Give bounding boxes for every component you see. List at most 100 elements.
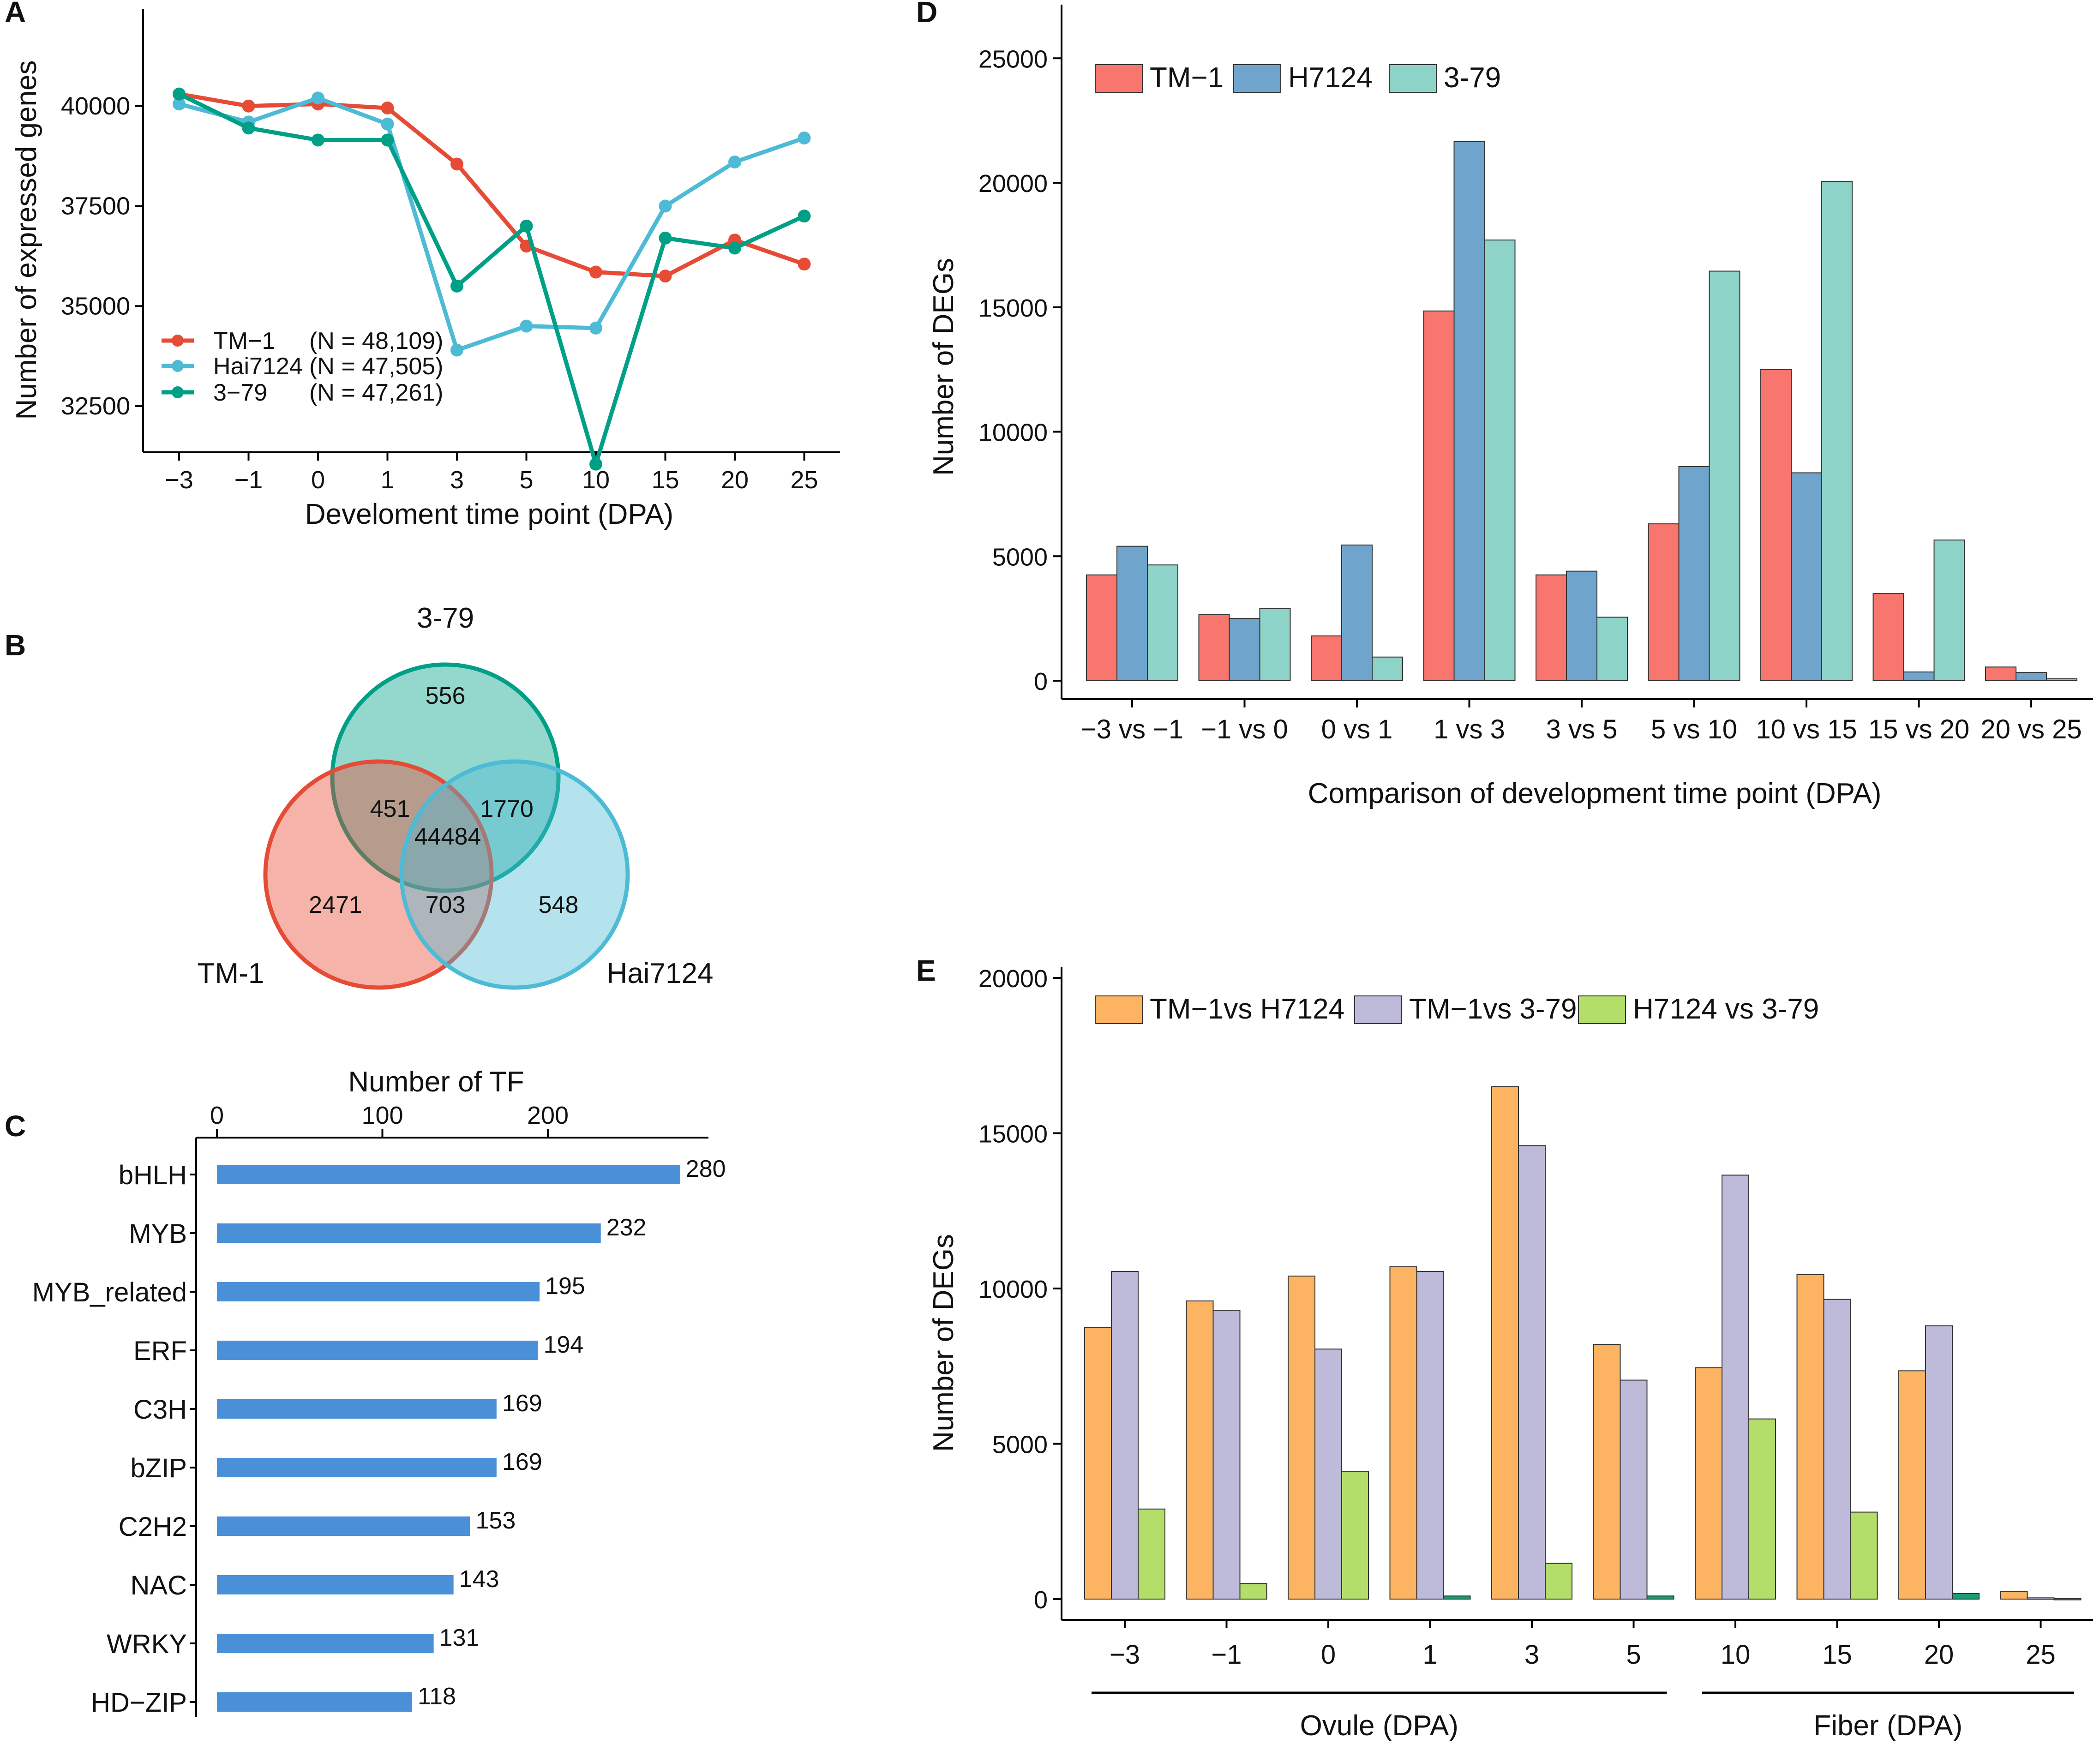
category-label-c: MYB_related	[32, 1277, 187, 1307]
bar-d-2	[1484, 240, 1516, 681]
category-label-c: NAC	[131, 1570, 187, 1600]
category-label-c: HD−ZIP	[91, 1688, 187, 1718]
xtick-label-a: 5	[519, 466, 533, 494]
ytick-label-d: 5000	[992, 543, 1048, 571]
panel-d-xlabel: Comparison of development time point (DP…	[1308, 778, 1882, 809]
bar-d-1	[1453, 141, 1485, 681]
bar-c-3	[217, 1341, 538, 1360]
xtick-label-d: 1 vs 3	[1434, 714, 1505, 744]
bar-d-2	[1596, 617, 1628, 681]
venn-label-379: 3-79	[417, 602, 474, 634]
xtick-label-e: 5	[1626, 1640, 1641, 1670]
ytick-label-e: 15000	[978, 1121, 1048, 1148]
panel-e-ylabel: Number of DEGs	[928, 1234, 960, 1452]
venn-379-hai: 1770	[480, 796, 534, 822]
xtick-label-d: 0 vs 1	[1321, 714, 1393, 744]
xtick-label-d: 10 vs 15	[1756, 714, 1857, 744]
bar-e-1	[1620, 1379, 1648, 1600]
legend-label-e: H7124 vs 3-79	[1633, 993, 1819, 1025]
xtick-label-e: 25	[2026, 1640, 2056, 1670]
panel-e-groups: Ovule (DPA) Fiber (DPA)	[1092, 1691, 2074, 1742]
panel-a-line-chart: 32500 35000 37500 40000 −3 −1 0 1 3 5 10 15 20 25 Dev…	[11, 9, 840, 530]
point-a-series-2	[312, 133, 324, 147]
bar-d-2	[2046, 678, 2077, 681]
xtick-label-d: 5 vs 10	[1651, 714, 1737, 744]
xtick-label-a: 3	[450, 466, 464, 494]
panel-a-axes: 32500 35000 37500 40000 −3 −1 0 1 3 5 10 15 20 25	[61, 9, 840, 494]
bar-e-1	[1518, 1145, 1546, 1600]
point-a-series-2	[173, 87, 186, 101]
panel-e-axes: 0 5000 10000 15000 20000 −3 −1 0 1 3 5 10 15 20 25	[978, 965, 2093, 1670]
panel-e-bar-chart: 0 5000 10000 15000 20000 −3 −1 0 1 3 5 10 15 20 25 TM−…	[928, 965, 2093, 1742]
ytick-label-d: 25000	[978, 45, 1048, 73]
panel-d-bars	[1086, 141, 2077, 682]
xtick-label-e: 0	[1321, 1640, 1336, 1670]
bar-c-1	[217, 1223, 601, 1243]
bar-e-2	[1239, 1583, 1267, 1600]
xtick-label-e: 10	[1721, 1640, 1751, 1670]
panel-label-e: E	[916, 954, 936, 987]
bar-d-1	[1903, 671, 1935, 682]
legend-key-e	[1095, 995, 1143, 1024]
point-a-series-2	[381, 133, 394, 147]
bar-value-c: 131	[439, 1624, 480, 1651]
legend-a-hai-n: (N = 47,505)	[309, 353, 444, 380]
legend-key-e	[1354, 995, 1402, 1024]
bar-d-0	[1536, 574, 1567, 682]
ytick-label-d: 15000	[978, 294, 1048, 322]
venn-only-tm1: 2471	[309, 892, 362, 918]
xtick-label-a: 15	[651, 466, 679, 494]
bar-c-7	[217, 1575, 454, 1594]
bar-e-1	[1722, 1175, 1749, 1600]
xtick-label-e: −3	[1110, 1640, 1140, 1670]
bar-e-1	[1212, 1310, 1241, 1600]
ytick-label-a: 37500	[61, 192, 130, 220]
xtick-label-e: 1	[1422, 1640, 1437, 1670]
bar-e-0	[2000, 1591, 2028, 1600]
panel-c-title: Number of TF	[348, 1066, 524, 1098]
category-label-c: C2H2	[119, 1512, 187, 1542]
xtick-label-d: −1 vs 0	[1201, 714, 1288, 744]
point-a-series-1	[312, 91, 324, 105]
venn-tm1-379: 451	[370, 796, 410, 822]
xtick-label-e: −1	[1211, 1640, 1242, 1670]
category-label-c: bHLH	[119, 1160, 187, 1190]
xtick-label-a: 1	[380, 466, 394, 494]
category-label-c: bZIP	[131, 1453, 187, 1483]
panel-d-axes: 0 5000 10000 15000 20000 25000 −3 vs −1 −1 vs 0…	[978, 5, 2093, 744]
panel-b-venn: 3-79 TM-1 Hai7124 556 451 1770 44484 247…	[198, 602, 714, 990]
panel-label-a: A	[5, 0, 26, 29]
xtick-label-a: 10	[582, 466, 610, 494]
bar-e-0	[1186, 1300, 1214, 1600]
xtick-label-e: 20	[1924, 1640, 1954, 1670]
point-a-series-1	[798, 132, 811, 145]
bar-d-2	[1147, 564, 1178, 681]
point-a-series-2	[589, 457, 602, 471]
xtick-label-a: −1	[234, 466, 263, 494]
bar-d-0	[1423, 310, 1455, 681]
panel-a-xlabel: Develoment time point (DPA)	[305, 498, 673, 530]
legend-a-tm1-n: (N = 48,109)	[309, 328, 444, 354]
panel-d-ylabel: Number of DEGs	[928, 258, 960, 476]
bar-e-2	[1952, 1593, 1980, 1600]
ytick-label-e: 0	[1034, 1586, 1048, 1614]
category-label-c: WRKY	[107, 1629, 187, 1659]
bar-value-c: 194	[543, 1331, 583, 1358]
bar-c-4	[217, 1399, 497, 1419]
bar-e-2	[1545, 1563, 1572, 1600]
bar-d-0	[1086, 574, 1117, 682]
category-label-c: MYB	[129, 1219, 187, 1249]
bar-e-2	[2053, 1598, 2082, 1600]
point-a-series-2	[520, 219, 533, 233]
venn-label-hai: Hai7124	[607, 958, 714, 989]
bar-c-2	[217, 1282, 540, 1301]
point-a-series-1	[450, 343, 463, 357]
bar-d-0	[1760, 369, 1792, 681]
legend-key-d	[1095, 64, 1143, 93]
legend-key-e	[1578, 995, 1626, 1024]
bar-e-0	[1593, 1344, 1621, 1600]
panel-label-b: B	[5, 629, 26, 662]
bar-d-1	[1566, 570, 1597, 681]
panel-label-d: D	[916, 0, 937, 29]
